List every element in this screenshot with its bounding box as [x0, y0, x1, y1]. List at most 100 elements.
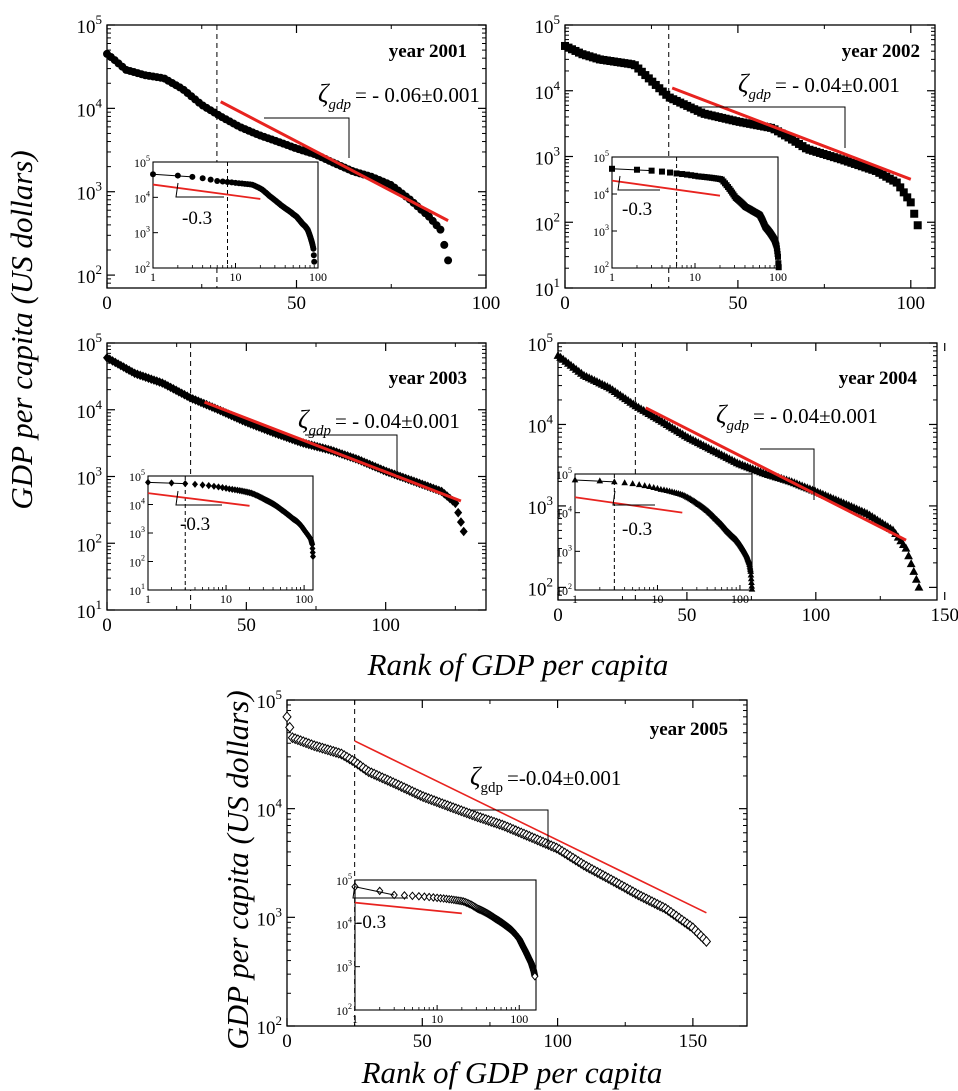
bottom-y-axis-label: GDP per capita (US dollars): [220, 690, 255, 1049]
y-tick-label-exp: 5: [554, 12, 561, 27]
y-tick-label: 103: [535, 144, 561, 170]
inset-y-tick-label: 105: [556, 466, 572, 482]
inset-data-point-4: [667, 169, 674, 176]
inset-data-point-1: [376, 886, 384, 896]
inset-y-tick-label-base: 10: [134, 156, 146, 170]
inset-x-tick-label: 100: [769, 270, 787, 284]
inset-data-point-154: [531, 971, 539, 981]
y-tick-label-exp: 5: [276, 687, 283, 702]
inset-y-tick-label-exp: 3: [141, 525, 145, 534]
inset-y-tick-label: 105: [129, 468, 145, 484]
zeta-symbol: ζ: [298, 405, 310, 434]
inset-y-tick-label-exp: 4: [568, 505, 572, 514]
fit-line: [354, 740, 707, 914]
x-tick-label: 50: [237, 615, 256, 636]
inset-data-point-0: [571, 476, 579, 483]
inset-data-series: [150, 171, 318, 265]
zeta-symbol: ζ: [716, 400, 728, 429]
inset-data-point-5: [415, 891, 423, 901]
inset-data-point-3: [621, 479, 628, 486]
inset-data-point-9: [692, 172, 698, 179]
inset-data-point-5: [205, 482, 212, 490]
annotation-bracket: [470, 809, 549, 848]
y-tick-label: 102: [257, 1013, 283, 1039]
inset-y-tick-label-base: 10: [336, 917, 348, 931]
inset-data-point-129: [310, 552, 316, 561]
inset-data-point-3: [199, 175, 206, 182]
y-tick-label-exp: 2: [547, 574, 554, 589]
y-tick-label-base: 10: [77, 469, 96, 490]
inset-x-tick-label: 100: [510, 1012, 528, 1026]
y-tick-label-base: 10: [77, 535, 96, 556]
inset-data-point-128: [309, 548, 316, 557]
y-tick-label-exp: 3: [276, 904, 283, 919]
inset-y-tick-label-exp: 3: [568, 543, 572, 552]
slope-value: =-0.04±0.001: [507, 766, 621, 790]
slope-value: = - 0.04±0.001: [753, 404, 878, 428]
inset-x-tick-label: 100: [731, 592, 749, 606]
inset-slope-bracket: [175, 182, 224, 198]
inset-y-tick-label-base: 10: [129, 584, 141, 598]
data-point-100: [910, 209, 919, 218]
x-tick-label: 0: [282, 1031, 292, 1052]
zeta-subscript: gdp: [309, 423, 332, 439]
inset-data-point-7: [215, 483, 222, 491]
y-tick-label: 102: [77, 262, 103, 288]
y-tick-label: 102: [77, 530, 103, 556]
inset-slope-label: -0.3: [622, 199, 652, 220]
data-point-134: [901, 543, 911, 552]
slope-value: = - 0.06±0.001: [355, 83, 480, 107]
y-tick-label-exp: 4: [96, 397, 103, 412]
data-point-154: [701, 935, 712, 948]
y-tick-label-base: 10: [528, 498, 547, 519]
slope-value: = - 0.04±0.001: [775, 73, 900, 97]
inset-y-tick-label-base: 10: [556, 507, 568, 521]
y-tick-label: 105: [77, 12, 103, 38]
inset-y-tick-label-base: 10: [593, 151, 605, 165]
inset-data-point-8: [688, 172, 695, 179]
inset-y-tick-label: 102: [336, 1002, 352, 1018]
inset-x-tick-label: 1: [572, 592, 578, 606]
y-tick-label-exp: 3: [554, 144, 561, 159]
y-tick-label-exp: 5: [96, 330, 103, 345]
x-tick-label: 100: [472, 293, 501, 314]
inset-y-tick-label-exp: 2: [141, 554, 145, 563]
slope-value: = - 0.04±0.001: [335, 409, 460, 433]
y-tick-label-base: 10: [77, 267, 96, 288]
inset-data-point-2: [611, 478, 618, 485]
y-tick-label-base: 10: [77, 335, 96, 356]
y-tick-label: 103: [528, 493, 554, 519]
y-tick-label-base: 10: [535, 214, 554, 235]
inset-y-tick-label-base: 10: [129, 499, 141, 513]
y-tick-label: 101: [535, 275, 561, 301]
inset-connector-line: [354, 886, 395, 896]
inset-y-tick-label: 102: [556, 582, 572, 598]
inset-data-point-127: [309, 544, 316, 553]
y-tick-label-base: 10: [77, 402, 96, 423]
x-tick-label: 100: [371, 615, 400, 636]
fit-line: [220, 100, 449, 222]
inset-x-tick-label: 10: [651, 592, 663, 606]
y-tick-label-exp: 5: [96, 12, 103, 27]
inset-data-point-5: [214, 178, 221, 185]
inset-y-tick-label: 103: [129, 525, 145, 541]
x-tick-label: 50: [728, 293, 747, 314]
y-tick-label: 105: [257, 687, 283, 713]
fit-line: [644, 406, 907, 542]
data-series: [561, 41, 922, 230]
inset-y-tick-label-base: 10: [556, 545, 568, 559]
inset-y-tick-label-exp: 2: [605, 260, 609, 269]
x-tick-label: 100: [897, 293, 926, 314]
inset-y-tick-label-exp: 5: [141, 468, 145, 477]
data-series: [282, 711, 712, 948]
y-tick-label: 104: [77, 95, 103, 121]
inset-y-tick-label-base: 10: [129, 527, 141, 541]
inset-y-tick-label: 103: [336, 959, 352, 975]
inset-data-point-101: [775, 264, 782, 271]
data-point-89: [444, 256, 453, 265]
zeta-symbol: ζ: [318, 79, 330, 108]
inset-data-point-4: [629, 480, 636, 487]
y-tick-label-base: 10: [535, 17, 554, 38]
